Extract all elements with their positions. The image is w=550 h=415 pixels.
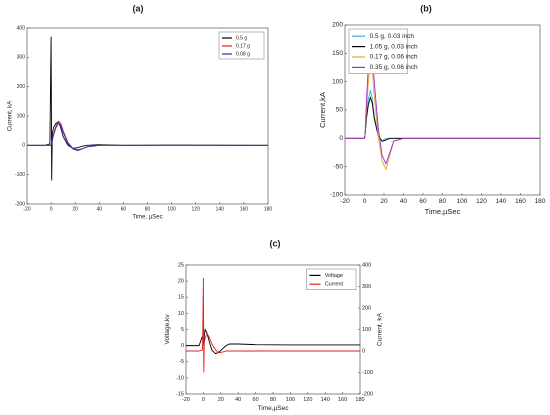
y-tick-label: 200 — [332, 22, 343, 29]
x-tick-label: 120 — [476, 198, 487, 205]
x-tick-label: 160 — [240, 206, 249, 212]
y-tick-label: -100 — [330, 192, 343, 199]
series-line — [27, 122, 268, 152]
x-tick-label: 0 — [202, 397, 205, 403]
panel: (a)-20 0 20 40 60 80 100 120 140 160 180-200-10001… — [8, 3, 273, 220]
y-tick-label: 200 — [17, 84, 26, 90]
legend-label: 0.35 g, 0.06 inch — [370, 64, 418, 71]
x-tick-label: 40 — [400, 198, 408, 205]
x-tick-label: 20 — [218, 397, 224, 403]
y-tick-label: -100 — [15, 172, 25, 178]
y-axis-label: Voltage,kv — [164, 314, 171, 345]
x-axis-label: Time, µSec — [132, 215, 162, 221]
y2-tick-label: 300 — [362, 284, 371, 290]
y-tick-label: -10 — [176, 375, 184, 381]
y2-axis-label: Current, kA — [377, 312, 384, 346]
x-tick-label: 60 — [253, 397, 259, 403]
x-axis-label: Time,µSec — [425, 207, 461, 216]
panel-title: (b) — [420, 3, 432, 13]
x-tick-label: 80 — [145, 206, 151, 212]
x-tick-label: 180 — [355, 397, 364, 403]
x-tick-label: 140 — [496, 198, 507, 205]
series-line — [345, 96, 540, 142]
x-tick-label: 0 — [363, 198, 367, 205]
x-tick-label: 40 — [235, 397, 241, 403]
series-line — [186, 277, 360, 373]
y-axis-label: Current, kA — [8, 101, 14, 131]
y-tick-label: 100 — [17, 113, 26, 119]
x-tick-label: 80 — [270, 397, 276, 403]
x-tick-label: 160 — [338, 397, 347, 403]
x-tick-label: 120 — [303, 397, 312, 403]
series-line — [27, 36, 269, 181]
x-tick-label: 60 — [121, 206, 127, 212]
x-tick-label: 60 — [419, 198, 427, 205]
x-tick-label: 100 — [457, 198, 468, 205]
y-tick-label: 100 — [332, 78, 343, 85]
y-tick-label: 400 — [17, 25, 26, 31]
legend-label: 0.5 g — [236, 35, 247, 41]
x-tick-label: 20 — [380, 198, 388, 205]
x-tick-label: 100 — [167, 206, 176, 212]
y-tick-label: -15 — [176, 391, 184, 397]
x-tick-label: 0 — [50, 206, 53, 212]
legend-label: 1.05 g, 0.03 inch — [370, 43, 418, 50]
panel: (c)-20 0 20 40 60 80 100 120 140 160 180-15-10-505… — [164, 238, 383, 412]
panel-title: (c) — [270, 238, 281, 248]
x-tick-label: 100 — [286, 397, 295, 403]
x-tick-label: -20 — [340, 198, 350, 205]
y2-tick-label: -200 — [362, 391, 373, 397]
legend-label: 0.17 g — [236, 43, 250, 49]
x-tick-label: 40 — [97, 206, 103, 212]
y-tick-label: 25 — [178, 262, 184, 268]
panel: (b) -20 0 20 40 60 80 100 120 140 160 180 -100 -50 0 50… — [318, 3, 546, 216]
y2-tick-label: 400 — [362, 262, 371, 268]
y-tick-label: -50 — [334, 163, 344, 170]
legend-label: 0.17 g, 0.06 inch — [370, 54, 418, 61]
y-tick-label: 5 — [181, 327, 184, 333]
legend-label: Voltage — [325, 273, 343, 279]
x-axis-label: Time,µSec — [258, 405, 290, 412]
y2-tick-label: 200 — [362, 305, 371, 311]
x-tick-label: 120 — [192, 206, 201, 212]
x-tick-label: 80 — [439, 198, 447, 205]
y-tick-label: 0 — [181, 343, 184, 349]
y-tick-label: 10 — [178, 311, 184, 317]
x-tick-label: 180 — [264, 206, 273, 212]
y2-tick-label: -100 — [362, 370, 373, 376]
y-tick-label: 0 — [22, 143, 25, 149]
y2-tick-label: 100 — [362, 327, 371, 333]
y-tick-label: 300 — [17, 55, 26, 61]
x-tick-label: 140 — [321, 397, 330, 403]
y-tick-label: -200 — [15, 201, 25, 207]
x-tick-label: 160 — [515, 198, 526, 205]
panel-title: (a) — [133, 3, 144, 13]
legend-label: Current — [325, 282, 344, 288]
y-tick-label: 50 — [336, 107, 344, 114]
y-tick-label: 15 — [178, 295, 184, 301]
legend-label: 0.5 g, 0.03 inch — [370, 33, 415, 40]
x-tick-label: 180 — [535, 198, 546, 205]
y-tick-label: 150 — [332, 50, 343, 57]
legend-label: 0.08 g — [236, 51, 250, 57]
series-line — [186, 328, 360, 355]
y-axis-label: Current,kA — [318, 92, 327, 128]
y-tick-label: 20 — [178, 279, 184, 285]
y-tick-label: -5 — [179, 359, 184, 365]
x-tick-label: 20 — [72, 206, 78, 212]
y-tick-label: 0 — [339, 135, 343, 142]
x-tick-label: -20 — [23, 206, 30, 212]
x-tick-label: 140 — [216, 206, 225, 212]
y2-tick-label: 0 — [362, 348, 365, 354]
x-tick-label: -20 — [182, 397, 190, 403]
